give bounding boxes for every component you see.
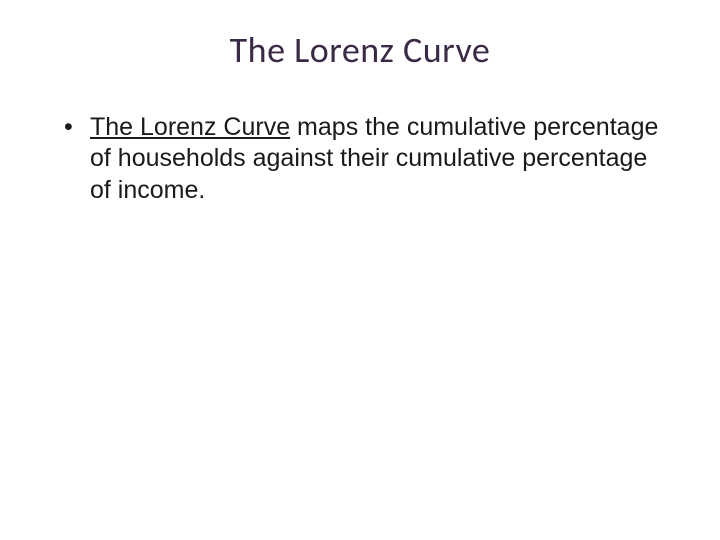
slide-container: The Lorenz Curve The Lorenz Curve maps t… [0, 0, 720, 540]
bullet-list: The Lorenz Curve maps the cumulative per… [50, 112, 670, 206]
slide-title: The Lorenz Curve [50, 28, 670, 72]
bullet-item: The Lorenz Curve maps the cumulative per… [64, 112, 670, 206]
bullet-underlined-text: The Lorenz Curve [90, 113, 290, 141]
